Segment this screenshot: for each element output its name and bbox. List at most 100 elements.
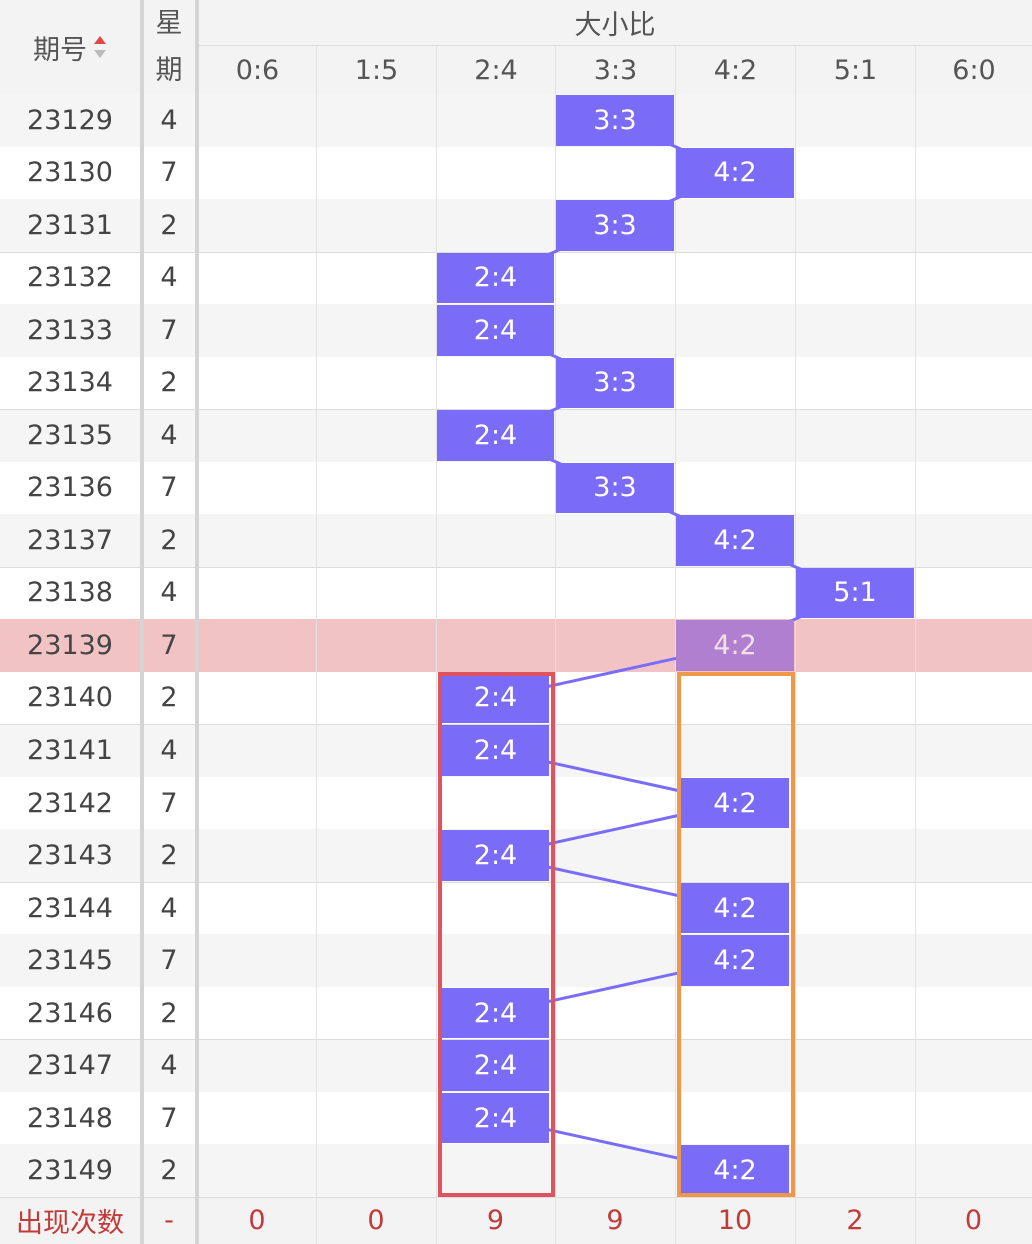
ratio-block: 5:1 bbox=[796, 567, 914, 619]
issue-cell: 23149 bbox=[27, 1155, 113, 1187]
ratio-block: 4:2 bbox=[676, 620, 794, 671]
ratio-block: 2:4 bbox=[442, 672, 549, 724]
issue-cell: 23130 bbox=[27, 157, 113, 189]
ratio-block: 4:2 bbox=[676, 147, 794, 199]
weekday-cell: 2 bbox=[160, 840, 178, 872]
issue-cell: 23138 bbox=[27, 577, 113, 609]
ratio-block: 4:2 bbox=[681, 1145, 789, 1196]
ratio-block: 3:3 bbox=[556, 95, 674, 146]
issue-cell: 23134 bbox=[27, 367, 113, 399]
ratio-block: 4:2 bbox=[676, 515, 794, 566]
sort-icon bbox=[94, 36, 106, 58]
issue-cell: 23133 bbox=[27, 314, 113, 346]
column-header: 0:6 bbox=[198, 46, 316, 94]
issue-cell: 23135 bbox=[27, 419, 113, 451]
ratio-block: 3:3 bbox=[556, 462, 674, 514]
column-header: 4:2 bbox=[675, 46, 795, 94]
count-cell: 9 bbox=[486, 1204, 505, 1236]
weekday-cell: 7 bbox=[160, 314, 178, 346]
ratio-block: 4:2 bbox=[681, 882, 789, 934]
issue-cell: 23139 bbox=[27, 629, 113, 661]
weekday-cell: 2 bbox=[160, 1155, 178, 1187]
column-divider bbox=[795, 94, 796, 1244]
row-bg bbox=[0, 881, 1032, 935]
footer-label: 出现次数 bbox=[16, 1207, 124, 1239]
issue-header[interactable]: 期号 bbox=[0, 0, 140, 94]
weekday-cell: 7 bbox=[160, 787, 178, 819]
column-header: 5:1 bbox=[795, 46, 915, 94]
issue-header-text: 期号 bbox=[33, 34, 87, 66]
group-header: 大小比 bbox=[198, 0, 1032, 46]
column-header: 6:0 bbox=[915, 46, 1032, 94]
column-divider bbox=[675, 94, 676, 1244]
ratio-block: 2:4 bbox=[437, 252, 554, 304]
weekday-cell: 4 bbox=[160, 734, 178, 766]
issue-cell: 23131 bbox=[27, 209, 113, 241]
count-cell: 0 bbox=[248, 1204, 266, 1236]
row-bg bbox=[0, 356, 1032, 410]
issue-cell: 23136 bbox=[27, 472, 113, 504]
weekday-cell: 4 bbox=[160, 892, 178, 924]
weekday-cell: 4 bbox=[160, 419, 178, 451]
weekday-cell: 2 bbox=[160, 367, 178, 399]
highlight-box bbox=[438, 671, 555, 1197]
row-bg bbox=[0, 461, 1032, 515]
count-cell: 9 bbox=[606, 1204, 624, 1236]
column-divider bbox=[436, 94, 437, 1244]
weekday-cell: 2 bbox=[160, 524, 178, 556]
weekday-cell: 2 bbox=[160, 209, 178, 241]
issue-cell: 23141 bbox=[27, 734, 113, 766]
weekday-cell: 2 bbox=[160, 997, 178, 1029]
row-bg bbox=[0, 94, 1032, 147]
issue-cell: 23129 bbox=[27, 104, 113, 136]
issue-cell: 23148 bbox=[27, 1102, 113, 1134]
divider bbox=[195, 0, 199, 1244]
count-cell: 2 bbox=[846, 1204, 864, 1236]
row-bg bbox=[0, 619, 1032, 672]
ratio-block: 4:2 bbox=[681, 777, 789, 829]
row-bg bbox=[0, 199, 1032, 252]
row-bg bbox=[0, 514, 1032, 567]
weekday-cell: 4 bbox=[160, 1050, 178, 1082]
issue-cell: 23147 bbox=[27, 1050, 113, 1082]
ratio-block: 2:4 bbox=[442, 1040, 549, 1091]
column-header: 3:3 bbox=[555, 46, 675, 94]
column-header: 1:5 bbox=[316, 46, 436, 94]
issue-cell: 23142 bbox=[27, 787, 113, 819]
ratio-block: 2:4 bbox=[442, 725, 549, 776]
ratio-block: 3:3 bbox=[556, 200, 674, 251]
weekday-cell: 4 bbox=[160, 104, 178, 136]
column-header: 2:4 bbox=[436, 46, 555, 94]
weekday-header: 星期 bbox=[140, 0, 198, 94]
weekday-cell: 7 bbox=[160, 1102, 178, 1134]
column-divider bbox=[555, 94, 556, 1244]
column-divider bbox=[915, 94, 916, 1244]
weekday-cell: 7 bbox=[160, 629, 178, 661]
issue-cell: 23132 bbox=[27, 262, 113, 294]
weekday-cell: 2 bbox=[160, 682, 178, 714]
count-cell: 0 bbox=[367, 1204, 385, 1236]
weekday-cell: 7 bbox=[160, 945, 178, 977]
issue-cell: 23144 bbox=[27, 892, 113, 924]
divider bbox=[140, 0, 144, 1244]
issue-cell: 23145 bbox=[27, 945, 113, 977]
row-bg bbox=[0, 146, 1032, 200]
weekday-cell: 4 bbox=[160, 262, 178, 294]
count-cell: 0 bbox=[964, 1204, 983, 1236]
highlight-box bbox=[677, 671, 795, 1197]
issue-cell: 23143 bbox=[27, 840, 113, 872]
row-bg bbox=[0, 934, 1032, 987]
ratio-block: 2:4 bbox=[437, 305, 554, 356]
ratio-block: 4:2 bbox=[681, 935, 789, 986]
footer-weekday: - bbox=[164, 1204, 174, 1236]
issue-cell: 23146 bbox=[27, 997, 113, 1029]
weekday-cell: 4 bbox=[160, 577, 178, 609]
weekday-cell: 7 bbox=[160, 157, 178, 189]
issue-cell: 23137 bbox=[27, 524, 113, 556]
issue-cell: 23140 bbox=[27, 682, 113, 714]
footer-bg bbox=[0, 1196, 1032, 1244]
ratio-block: 2:4 bbox=[437, 410, 554, 461]
ratio-block: 2:4 bbox=[442, 1092, 549, 1144]
ratio-block: 2:4 bbox=[442, 830, 549, 881]
